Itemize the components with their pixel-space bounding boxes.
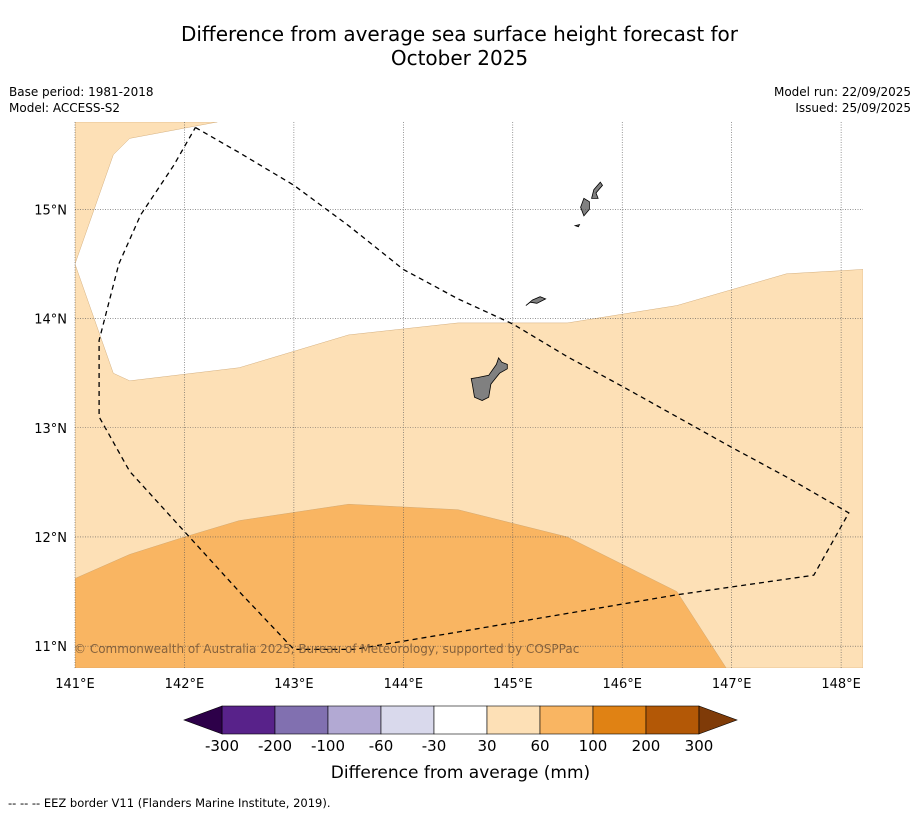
x-tick-label: 143°E xyxy=(274,677,314,692)
colorbar-tick-label: -300 xyxy=(205,737,239,755)
copyright-notice: © Commonwealth of Australia 2025, Bureau… xyxy=(74,642,579,656)
meta-left: Base period: 1981-2018 Model: ACCESS-S2 xyxy=(9,84,154,116)
eez-legend-note: -- -- -- EEZ border V11 (Flanders Marine… xyxy=(8,796,331,810)
land-rota xyxy=(525,296,547,306)
colorbar-over-arrow xyxy=(698,705,738,735)
colorbar-under-arrow xyxy=(183,705,223,735)
y-tick-label: 15°N xyxy=(34,203,67,218)
meta-right: Model run: 22/09/2025 Issued: 25/09/2025 xyxy=(774,84,911,116)
y-tick-label: 14°N xyxy=(34,313,67,328)
colorbar-segment xyxy=(221,705,276,735)
colorbar-tick-label: 30 xyxy=(477,737,496,755)
colorbar-tick-label: -60 xyxy=(369,737,394,755)
x-tick-label: 146°E xyxy=(602,677,642,692)
x-tick-label: 145°E xyxy=(493,677,533,692)
base-period: Base period: 1981-2018 xyxy=(9,85,154,99)
colorbar-tick-label: -100 xyxy=(311,737,345,755)
chart-title: Difference from average sea surface heig… xyxy=(0,22,919,70)
model-run: Model run: 22/09/2025 xyxy=(773,85,911,99)
y-tick-label: 13°N xyxy=(34,422,67,437)
colorbar-segment xyxy=(433,705,488,735)
chart-title-line1: Difference from average sea surface heig… xyxy=(180,22,739,46)
eez-border-line xyxy=(98,126,850,651)
colorbar-tick-label: 200 xyxy=(632,737,661,755)
colorbar-label: Difference from average (mm) xyxy=(331,763,590,783)
chart-title-line2: October 2025 xyxy=(390,46,529,70)
y-tick-label: 12°N xyxy=(34,531,67,546)
x-tick-label: 141°E xyxy=(55,677,95,692)
x-tick-label: 148°E xyxy=(821,677,861,692)
x-tick-label: 147°E xyxy=(712,677,752,692)
colorbar-segment xyxy=(645,705,700,735)
colorbar-tick-label: -30 xyxy=(422,737,447,755)
land-saipan xyxy=(580,197,590,217)
colorbar-tick-label: 100 xyxy=(579,737,608,755)
colorbar-segment xyxy=(592,705,647,735)
land-tinian xyxy=(573,223,581,228)
land-saipan-north xyxy=(591,181,604,199)
x-tick-label: 144°E xyxy=(384,677,424,692)
colorbar-tick-label: 60 xyxy=(530,737,549,755)
y-tick-label: 11°N xyxy=(34,640,67,655)
map-chart: 141°E 142°E 143°E 144°E 145°E 146°E 147°E 148°E… xyxy=(34,122,863,783)
x-tick-label: 142°E xyxy=(165,677,205,692)
colorbar-segment xyxy=(274,705,329,735)
colorbar-segment xyxy=(539,705,594,735)
colorbar-segment xyxy=(380,705,435,735)
colorbar-tick-label: -200 xyxy=(258,737,292,755)
colorbar-tick-label: 300 xyxy=(685,737,714,755)
land-guam xyxy=(470,357,508,401)
model-name: Model: ACCESS-S2 xyxy=(9,101,121,115)
contour-region-60-100 xyxy=(75,503,727,668)
issued-date: Issued: 25/09/2025 xyxy=(795,101,911,115)
colorbar-segment xyxy=(327,705,382,735)
colorbar-segment xyxy=(486,705,541,735)
